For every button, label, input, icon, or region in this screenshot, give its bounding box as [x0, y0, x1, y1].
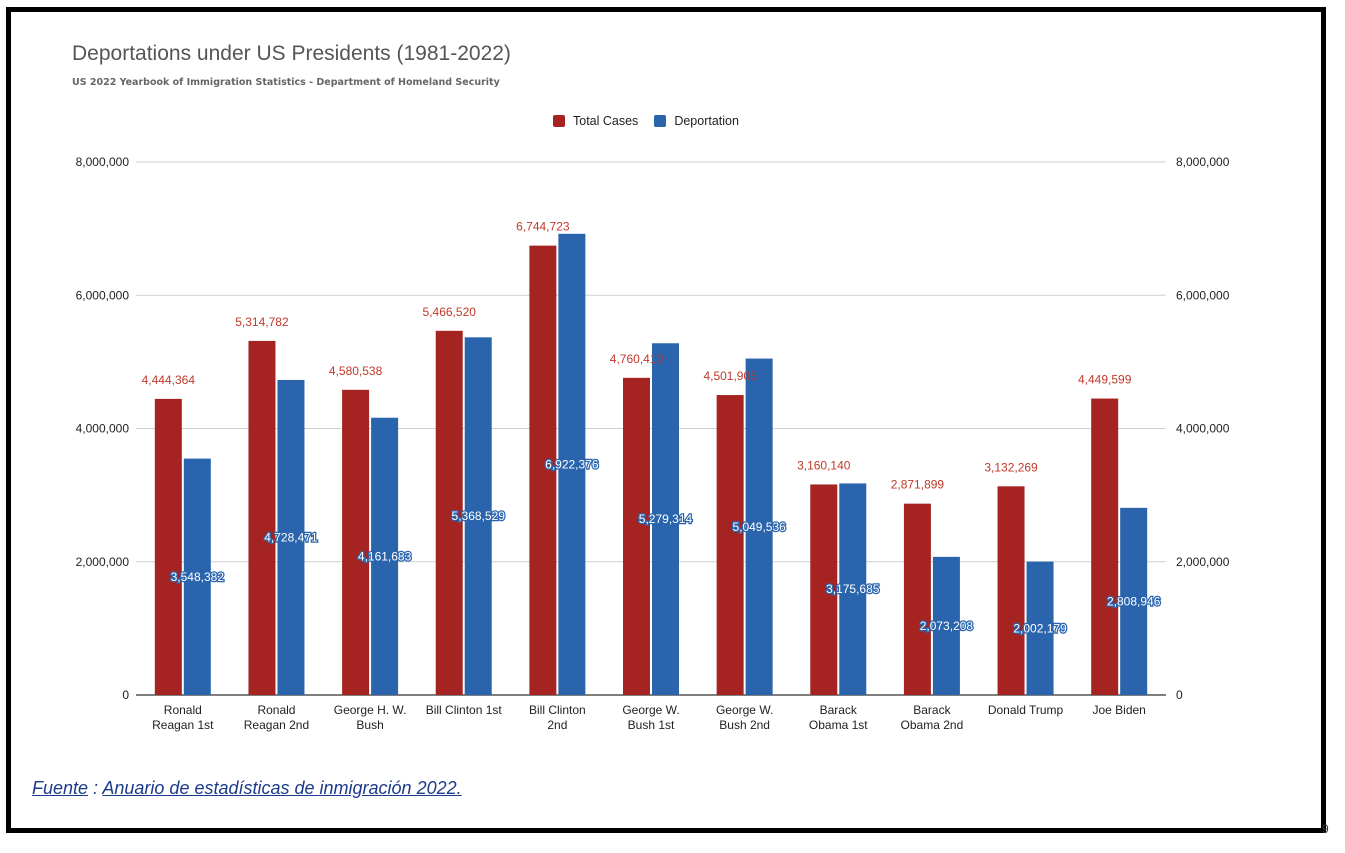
bar-total-cases: [154, 398, 182, 695]
data-label-deportation: 2,002,179: [1013, 621, 1067, 635]
x-tick-label: George W.: [716, 703, 773, 717]
x-tick-label: Joe Biden: [1092, 703, 1145, 717]
x-tick-label: Bush 2nd: [719, 718, 770, 732]
x-tick-label: Barack: [913, 703, 951, 717]
x-tick-label: Reagan 1st: [152, 718, 214, 732]
x-tick-label: Obama 1st: [809, 718, 868, 732]
bar-total-cases: [623, 377, 650, 695]
x-tick-label: Bill Clinton: [529, 703, 586, 717]
legend-swatch-total-cases: [553, 115, 565, 127]
bar-total-cases: [248, 340, 276, 695]
x-tick-label: Bill Clinton 1st: [426, 703, 503, 717]
bar-total-cases: [997, 486, 1025, 695]
data-label-total-cases: 6,744,723: [516, 220, 570, 234]
data-label-total-cases: 4,580,538: [329, 364, 383, 378]
data-label-total-cases: 2,871,899: [891, 478, 945, 492]
legend-item-total-cases[interactable]: Total Cases: [553, 114, 638, 128]
chart-legend: Total Cases Deportation: [553, 114, 749, 128]
legend-item-deportation[interactable]: Deportation: [654, 114, 739, 128]
bar-deportation: [652, 343, 679, 695]
bar-deportation: [464, 337, 492, 695]
data-label-total-cases: 5,314,782: [235, 315, 289, 329]
source-note: Fuente : Anuario de estadísticas de inmi…: [32, 778, 462, 799]
data-label-deportation: 5,368,529: [452, 509, 506, 523]
bar-deportation: [558, 233, 586, 695]
bar-deportation: [183, 458, 211, 695]
y-tick-label-right: 8,000,000: [1176, 155, 1230, 169]
data-label-deportation: 3,548,382: [171, 570, 225, 584]
y-tick-label-left: 8,000,000: [76, 155, 130, 169]
bar-deportation: [1026, 561, 1054, 695]
bar-total-cases: [810, 484, 838, 695]
data-label-deportation: 5,279,314: [639, 512, 693, 526]
bar-deportation: [745, 358, 773, 695]
x-tick-label: George H. W.: [334, 703, 407, 717]
data-label-total-cases: 5,466,520: [423, 305, 477, 319]
bar-total-cases: [903, 503, 931, 695]
bar-total-cases: [435, 330, 463, 695]
data-label-total-cases: 4,760,410: [610, 352, 664, 366]
data-label-total-cases: 4,449,599: [1078, 373, 1132, 387]
y-tick-label-right: 0: [1176, 688, 1183, 702]
source-label-link[interactable]: Fuente: [32, 778, 89, 798]
data-label-total-cases: 4,444,364: [142, 373, 196, 387]
x-tick-label: Bush 1st: [628, 718, 675, 732]
x-tick-label: George W.: [622, 703, 679, 717]
data-label-deportation: 4,161,683: [358, 549, 412, 563]
bar-deportation: [277, 379, 305, 695]
legend-label-deportation: Deportation: [674, 114, 739, 128]
bar-total-cases: [1091, 398, 1119, 695]
data-label-total-cases: 3,160,140: [797, 458, 851, 472]
source-link[interactable]: Anuario de estadísticas de inmigración 2…: [102, 778, 462, 798]
data-label-deportation: 2,073,208: [920, 619, 974, 633]
x-tick-label: Barack: [820, 703, 858, 717]
x-tick-label: 2nd: [547, 718, 567, 732]
x-tick-label: Bush: [356, 718, 383, 732]
data-label-deportation: 3,175,685: [826, 582, 880, 596]
x-tick-label: Ronald: [257, 703, 295, 717]
data-label-deportation: 5,049,536: [732, 520, 786, 534]
bar-total-cases: [716, 395, 744, 695]
bar-total-cases: [342, 389, 370, 695]
y-tick-label-left: 2,000,000: [76, 555, 130, 569]
bar-deportation: [839, 483, 867, 695]
data-label-deportation: 6,922,376: [545, 457, 599, 471]
legend-swatch-deportation: [654, 115, 667, 127]
data-label-total-cases: 3,132,269: [984, 460, 1038, 474]
y-tick-label-left: 4,000,000: [76, 422, 130, 436]
bar-deportation: [1120, 507, 1148, 695]
chart-title: Deportations under US Presidents (1981-2…: [72, 42, 511, 65]
x-tick-label: Ronald: [164, 703, 202, 717]
bar-deportation: [371, 417, 399, 695]
y-tick-label-right: 2,000,000: [1176, 555, 1230, 569]
x-tick-label: Donald Trump: [988, 703, 1064, 717]
x-tick-label: Reagan 2nd: [244, 718, 309, 732]
bar-deportation: [932, 556, 960, 695]
x-tick-label: Obama 2nd: [901, 718, 964, 732]
y-tick-label-left: 6,000,000: [76, 288, 130, 302]
legend-label-total-cases: Total Cases: [573, 114, 639, 128]
data-label-deportation: 4,728,471: [264, 530, 318, 544]
source-separator: :: [88, 778, 103, 798]
chart-subtitle: US 2022 Yearbook of Immigration Statisti…: [72, 77, 500, 88]
page-number: 9: [1322, 822, 1329, 836]
y-tick-label-right: 6,000,000: [1176, 288, 1230, 302]
bar-total-cases: [529, 245, 557, 696]
y-tick-label-left: 0: [122, 688, 129, 702]
data-label-deportation: 2,808,946: [1107, 594, 1161, 608]
y-tick-label-right: 4,000,000: [1176, 422, 1230, 436]
data-label-total-cases: 4,501,905: [703, 369, 757, 383]
